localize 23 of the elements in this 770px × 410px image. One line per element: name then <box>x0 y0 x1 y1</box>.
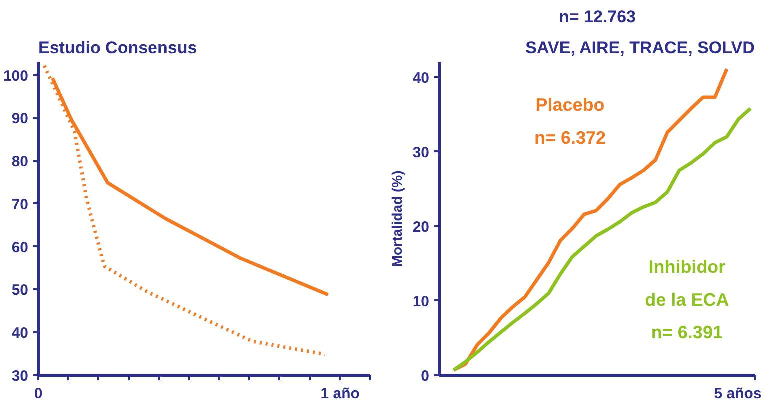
y-tick-label: 10 <box>412 293 430 310</box>
text: Inhibidor de la ECA n= 6.391 <box>645 256 730 343</box>
chart-title: n= 12.763 <box>558 8 636 26</box>
y-tick-label: 40 <box>12 325 29 342</box>
chart-title: Estudio Consensus <box>38 38 198 58</box>
y-tick-label: 90 <box>12 110 29 128</box>
y-tick-label: 70 <box>12 196 29 214</box>
y-tick-label: 80 <box>12 154 29 171</box>
y-tick-label: 30 <box>412 144 430 162</box>
y-tick-label: 50 <box>12 282 29 300</box>
x-tick-label: 1 año <box>320 386 360 402</box>
y-tick-label: 20 <box>412 218 430 236</box>
text: 5 años <box>714 386 762 402</box>
y-axis-title: Mortalidad (%) <box>388 170 405 268</box>
text: Placebo n= 6.372 <box>534 94 606 148</box>
y-tick-label: 60 <box>12 239 29 256</box>
line-series <box>42 64 327 356</box>
y-tick-label: 0 <box>421 368 430 385</box>
line-series <box>452 67 729 372</box>
chart-subtitle: SAVE, AIRE, TRACE, SOLVD <box>526 38 755 58</box>
y-tick-label: 100 <box>3 68 29 85</box>
y-tick-label: 30 <box>12 368 29 385</box>
y-tick-label: 40 <box>412 70 430 87</box>
